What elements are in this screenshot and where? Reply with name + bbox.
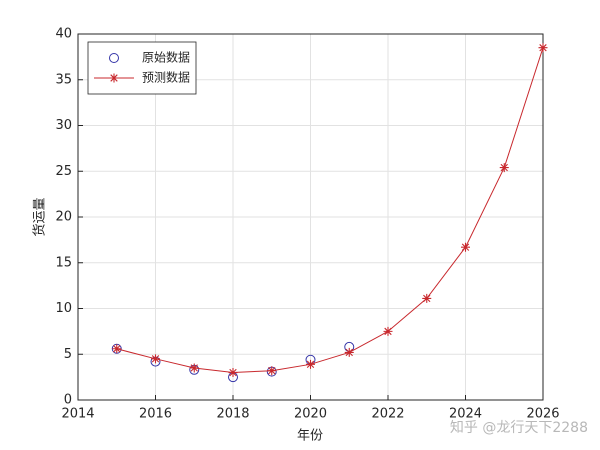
x-tick-label: 2016 — [139, 407, 172, 422]
series-line — [116, 47, 544, 374]
x-tick-label: 2020 — [294, 407, 327, 422]
point — [306, 359, 315, 369]
x-tick-label: 2026 — [526, 407, 559, 422]
point — [344, 347, 354, 357]
y-tick-label: 25 — [55, 164, 72, 179]
point — [461, 242, 470, 252]
point — [499, 163, 509, 173]
y-axis-label: 货运量 — [32, 197, 48, 236]
legend-symbol — [109, 53, 119, 63]
x-tick-label: 2018 — [216, 407, 249, 422]
y-tick-label: 40 — [55, 27, 72, 42]
point — [228, 368, 238, 378]
y-tick-label: 0 — [64, 393, 72, 408]
y-tick-label: 10 — [55, 301, 72, 316]
legend-label: 原始数据 — [142, 50, 190, 65]
y-tick-label: 35 — [55, 72, 72, 87]
x-tick-label: 2024 — [449, 407, 482, 422]
point — [383, 326, 393, 336]
y-tick-label: 20 — [55, 210, 72, 225]
y-tick-label: 30 — [55, 118, 72, 133]
x-tick-label: 2022 — [371, 407, 404, 422]
watermark: 知乎 @龙行天下2288 — [450, 419, 588, 436]
point — [151, 354, 160, 364]
axes-box — [77, 33, 544, 401]
legend-symbol — [109, 73, 119, 83]
point — [267, 366, 277, 376]
point — [422, 293, 432, 303]
point — [538, 43, 548, 53]
legend-box — [87, 41, 197, 95]
y-tick-label: 5 — [64, 347, 72, 362]
legend-label: 预测数据 — [142, 70, 190, 85]
point — [112, 344, 122, 354]
x-tick-label: 2014 — [61, 407, 94, 422]
y-tick-label: 15 — [55, 255, 72, 270]
x-axis-label: 年份 — [297, 429, 323, 444]
point — [189, 363, 199, 373]
